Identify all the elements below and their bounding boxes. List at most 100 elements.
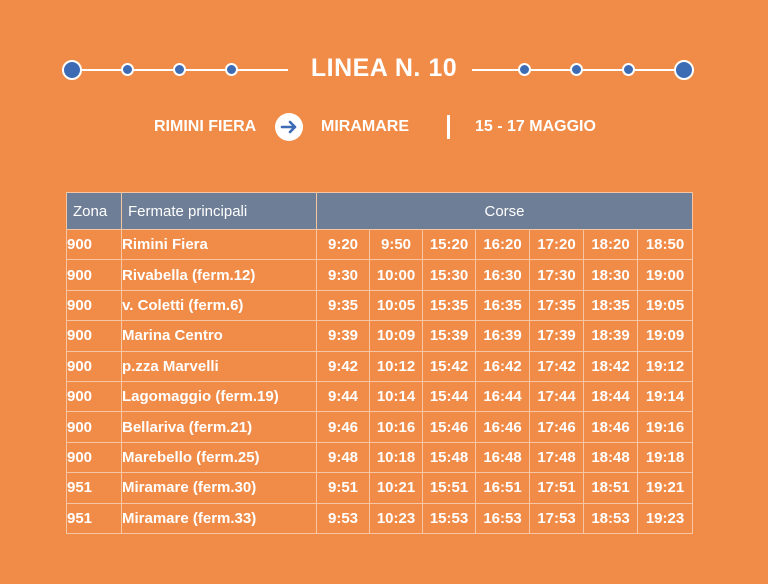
departure-time-cell: 10:16 (369, 411, 423, 443)
departure-time-cell: 9:39 (316, 320, 370, 352)
stop-name-cell: Lagomaggio (ferm.19) (121, 380, 317, 413)
departure-time-cell: 10:14 (369, 380, 423, 413)
departure-time-cell: 9:44 (316, 380, 370, 413)
departure-time-cell: 15:46 (422, 411, 476, 443)
departure-time-cell: 18:42 (583, 350, 638, 382)
departure-time-cell: 9:48 (316, 441, 370, 474)
departure-time-cell: 15:48 (422, 441, 476, 474)
departure-time-cell: 10:21 (369, 472, 423, 504)
departure-time-cell: 18:30 (583, 259, 638, 291)
departure-time-cell: 16:20 (475, 228, 530, 261)
departure-time-cell: 16:35 (475, 289, 530, 322)
table-row: 900 v. Coletti (ferm.6) 9:35 10:05 15:35 16:3… (66, 289, 693, 322)
route-dot (173, 63, 186, 76)
table-row: 900 Bellariva (ferm.21) 9:46 10:16 15:46 16:4… (66, 411, 693, 443)
departure-time-cell: 17:20 (529, 228, 584, 261)
departure-time-cell: 9:20 (316, 228, 370, 261)
departure-time-cell: 9:35 (316, 289, 370, 322)
zone-cell: 900 (66, 228, 122, 261)
departure-time-cell: 18:53 (583, 502, 638, 534)
header-fermate: Fermate principali (121, 192, 317, 230)
departure-time-cell: 15:39 (422, 320, 476, 352)
departure-time-cell: 15:42 (422, 350, 476, 382)
departure-time-cell: 18:48 (583, 441, 638, 474)
separator (447, 115, 450, 139)
zone-cell: 951 (66, 472, 122, 504)
departure-time-cell: 16:42 (475, 350, 530, 382)
route-dot (674, 60, 694, 80)
departure-time-cell: 9:30 (316, 259, 370, 291)
departure-time-cell: 10:23 (369, 502, 423, 534)
zone-cell: 900 (66, 350, 122, 382)
departure-time-cell: 18:39 (583, 320, 638, 352)
zone-cell: 951 (66, 502, 122, 534)
departure-time-cell: 17:48 (529, 441, 584, 474)
departure-time-cell: 17:39 (529, 320, 584, 352)
line-title: LINEA N. 10 (310, 54, 458, 82)
zone-cell: 900 (66, 411, 122, 443)
departure-time-cell: 15:44 (422, 380, 476, 413)
departure-time-cell: 9:46 (316, 411, 370, 443)
departure-time-cell: 18:35 (583, 289, 638, 322)
table-row: 951 Miramare (ferm.33) 9:53 10:23 15:53 16:53… (66, 502, 693, 534)
departure-time-cell: 16:53 (475, 502, 530, 534)
departure-time-cell: 16:30 (475, 259, 530, 291)
departure-time-cell: 15:20 (422, 228, 476, 261)
timetable: Zona Fermate principali Corse 900 Rimini … (66, 192, 693, 534)
departure-time-cell: 16:48 (475, 441, 530, 474)
table-header-row: Zona Fermate principali Corse (66, 192, 693, 230)
stop-name-cell: Miramare (ferm.30) (121, 472, 317, 504)
header-zona: Zona (66, 192, 122, 230)
table-row: 900 Rivabella (ferm.12) 9:30 10:00 15:30 16:3… (66, 259, 693, 291)
departure-time-cell: 19:00 (637, 259, 693, 291)
departure-time-cell: 10:12 (369, 350, 423, 382)
departure-time-cell: 18:51 (583, 472, 638, 504)
departure-time-cell: 17:35 (529, 289, 584, 322)
stop-name-cell: Rivabella (ferm.12) (121, 259, 317, 291)
departure-time-cell: 19:21 (637, 472, 693, 504)
departure-time-cell: 19:05 (637, 289, 693, 322)
zone-cell: 900 (66, 441, 122, 474)
dates-label: 15 - 17 MAGGIO (475, 118, 596, 135)
departure-time-cell: 17:46 (529, 411, 584, 443)
departure-time-cell: 17:51 (529, 472, 584, 504)
stop-name-cell: Marebello (ferm.25) (121, 441, 317, 474)
route-dot (518, 63, 531, 76)
stop-name-cell: Bellariva (ferm.21) (121, 411, 317, 443)
departure-time-cell: 19:23 (637, 502, 693, 534)
departure-time-cell: 16:46 (475, 411, 530, 443)
departure-time-cell: 15:35 (422, 289, 476, 322)
departure-time-cell: 19:12 (637, 350, 693, 382)
departure-time-cell: 17:53 (529, 502, 584, 534)
route-info: RIMINI FIERA MIRAMARE 15 - 17 MAGGIO (0, 113, 768, 141)
departure-time-cell: 19:16 (637, 411, 693, 443)
departure-time-cell: 15:30 (422, 259, 476, 291)
departure-time-cell: 18:44 (583, 380, 638, 413)
origin-label: RIMINI FIERA (154, 118, 257, 135)
stop-name-cell: Rimini Fiera (121, 228, 317, 261)
stop-name-cell: v. Coletti (ferm.6) (121, 289, 317, 322)
departure-time-cell: 16:51 (475, 472, 530, 504)
header-corse: Corse (316, 192, 693, 230)
arrow-right-icon (275, 113, 303, 141)
departure-time-cell: 19:18 (637, 441, 693, 474)
stop-name-cell: Marina Centro (121, 320, 317, 352)
departure-time-cell: 10:09 (369, 320, 423, 352)
departure-time-cell: 19:14 (637, 380, 693, 413)
departure-time-cell: 15:51 (422, 472, 476, 504)
zone-cell: 900 (66, 380, 122, 413)
departure-time-cell: 9:50 (369, 228, 423, 261)
destination-label: MIRAMARE (321, 118, 409, 135)
stop-name-cell: p.zza Marvelli (121, 350, 317, 382)
route-dot (225, 63, 238, 76)
zone-cell: 900 (66, 259, 122, 291)
route-dot (62, 60, 82, 80)
departure-time-cell: 16:39 (475, 320, 530, 352)
departure-time-cell: 17:30 (529, 259, 584, 291)
table-row: 900 Rimini Fiera 9:20 9:50 15:20 16:20 17:20 18… (66, 228, 693, 261)
departure-time-cell: 17:44 (529, 380, 584, 413)
table-row: 900 Marina Centro 9:39 10:09 15:39 16:39 17:39… (66, 320, 693, 352)
departure-time-cell: 15:53 (422, 502, 476, 534)
stop-name-cell: Miramare (ferm.33) (121, 502, 317, 534)
table-row: 900 Lagomaggio (ferm.19) 9:44 10:14 15:44 16:… (66, 380, 693, 413)
